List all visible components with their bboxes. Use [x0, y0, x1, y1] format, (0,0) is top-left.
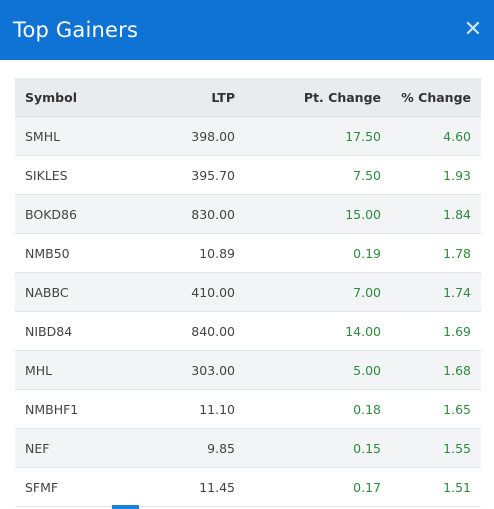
table-row[interactable]: SMHL 398.00 17.50 4.60: [15, 116, 481, 156]
pt-change-cell: 14.00: [245, 311, 391, 351]
pt-change-cell: 7.00: [245, 272, 391, 312]
table-row[interactable]: NMB50 10.89 0.19 1.78: [15, 233, 481, 273]
table-row[interactable]: BOKD86 830.00 15.00 1.84: [15, 194, 481, 234]
ltp-cell: 398.00: [135, 116, 245, 156]
gainers-table: Symbol LTP Pt. Change % Change SMHL 398.0…: [15, 78, 481, 507]
table-row[interactable]: NMBHF1 11.10 0.18 1.65: [15, 389, 481, 429]
symbol-cell[interactable]: NMBHF1: [15, 389, 135, 429]
symbol-cell[interactable]: NMB50: [15, 233, 135, 273]
ltp-cell: 9.85: [135, 428, 245, 468]
symbol-cell[interactable]: NEF: [15, 428, 135, 468]
ltp-cell: 11.10: [135, 389, 245, 429]
scroll-indicator[interactable]: [112, 505, 139, 509]
pct-change-cell: 1.65: [391, 389, 481, 429]
table-row[interactable]: NEF 9.85 0.15 1.55: [15, 428, 481, 468]
pct-change-cell: 1.93: [391, 155, 481, 195]
symbol-cell[interactable]: SFMF: [15, 467, 135, 507]
symbol-cell[interactable]: BOKD86: [15, 194, 135, 234]
symbol-cell[interactable]: NIBD84: [15, 311, 135, 351]
symbol-cell[interactable]: SMHL: [15, 116, 135, 156]
table-row[interactable]: NABBC 410.00 7.00 1.74: [15, 272, 481, 312]
pct-change-cell: 1.51: [391, 467, 481, 507]
pt-change-cell: 0.17: [245, 467, 391, 507]
table-row[interactable]: SFMF 11.45 0.17 1.51: [15, 467, 481, 507]
table-row[interactable]: NIBD84 840.00 14.00 1.69: [15, 311, 481, 351]
pct-change-cell: 1.68: [391, 350, 481, 390]
column-header-symbol[interactable]: Symbol: [15, 78, 135, 117]
pt-change-cell: 5.00: [245, 350, 391, 390]
pt-change-cell: 7.50: [245, 155, 391, 195]
column-header-pt-change[interactable]: Pt. Change: [245, 78, 391, 117]
pct-change-cell: 1.84: [391, 194, 481, 234]
pct-change-cell: 4.60: [391, 116, 481, 156]
symbol-cell[interactable]: NABBC: [15, 272, 135, 312]
pct-change-cell: 1.55: [391, 428, 481, 468]
modal-header: Top Gainers ✕: [0, 0, 494, 60]
pt-change-cell: 17.50: [245, 116, 391, 156]
ltp-cell: 11.45: [135, 467, 245, 507]
close-icon[interactable]: ✕: [463, 17, 483, 42]
table-header-row: Symbol LTP Pt. Change % Change: [15, 78, 481, 117]
table-row[interactable]: MHL 303.00 5.00 1.68: [15, 350, 481, 390]
column-header-ltp[interactable]: LTP: [135, 78, 245, 117]
pct-change-cell: 1.78: [391, 233, 481, 273]
symbol-cell[interactable]: SIKLES: [15, 155, 135, 195]
gainers-table-container: Symbol LTP Pt. Change % Change SMHL 398.0…: [15, 78, 481, 507]
ltp-cell: 410.00: [135, 272, 245, 312]
pt-change-cell: 0.15: [245, 428, 391, 468]
table-row[interactable]: SIKLES 395.70 7.50 1.93: [15, 155, 481, 195]
ltp-cell: 840.00: [135, 311, 245, 351]
pct-change-cell: 1.74: [391, 272, 481, 312]
ltp-cell: 395.70: [135, 155, 245, 195]
ltp-cell: 303.00: [135, 350, 245, 390]
ltp-cell: 830.00: [135, 194, 245, 234]
ltp-cell: 10.89: [135, 233, 245, 273]
pct-change-cell: 1.69: [391, 311, 481, 351]
pt-change-cell: 0.18: [245, 389, 391, 429]
pt-change-cell: 15.00: [245, 194, 391, 234]
pt-change-cell: 0.19: [245, 233, 391, 273]
symbol-cell[interactable]: MHL: [15, 350, 135, 390]
column-header-pct-change[interactable]: % Change: [391, 78, 481, 117]
modal-title: Top Gainers: [13, 18, 139, 42]
